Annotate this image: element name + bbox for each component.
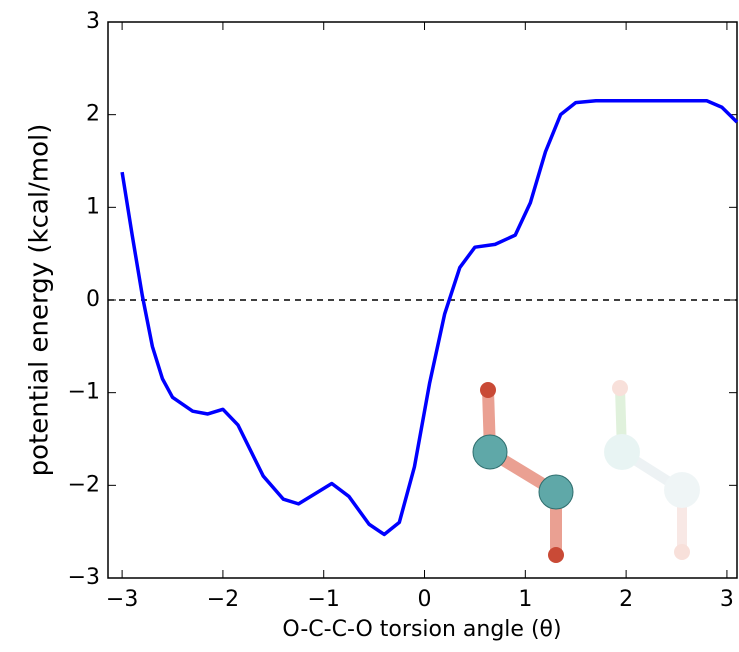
y-tick-label: −2 — [68, 472, 100, 497]
atom — [480, 382, 496, 398]
atom — [548, 547, 564, 563]
x-axis-label: O-C-C-O torsion angle (θ) — [282, 617, 561, 642]
y-tick-label: 2 — [86, 102, 100, 127]
y-tick-label: 3 — [86, 9, 100, 34]
atom — [674, 544, 690, 560]
y-tick-label: 1 — [86, 194, 100, 219]
data-line — [120, 99, 739, 537]
molecule-main — [472, 382, 574, 563]
atom — [664, 472, 700, 508]
plot-frame — [107, 21, 738, 579]
molecule-inset — [482, 380, 700, 560]
x-tick-label: −1 — [307, 587, 339, 612]
x-tick-label: −3 — [106, 587, 138, 612]
atom — [604, 434, 640, 470]
x-tick-label: −2 — [207, 587, 239, 612]
atom — [538, 474, 574, 510]
atom — [472, 434, 508, 470]
y-tick-label: −3 — [68, 565, 100, 590]
x-tick-label: 3 — [720, 587, 734, 612]
y-axis-label: potential energy (kcal/mol) — [25, 124, 55, 477]
x-tick-label: 2 — [619, 587, 633, 612]
y-tick-label: 0 — [86, 287, 100, 312]
x-tick-label: 0 — [418, 587, 432, 612]
atom — [612, 380, 628, 396]
y-tick-label: −1 — [68, 380, 100, 405]
x-tick-label: 1 — [518, 587, 532, 612]
